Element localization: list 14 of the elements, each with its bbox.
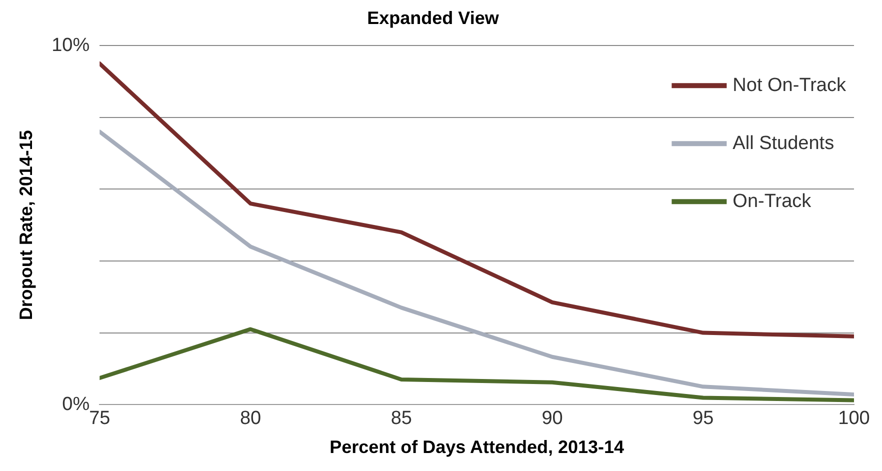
y-tick-label: 10%	[52, 34, 90, 56]
legend-label: All Students	[732, 132, 834, 154]
x-tick-label: 95	[692, 408, 714, 430]
x-tick-label: 85	[390, 408, 412, 430]
x-tick-label: 100	[838, 408, 870, 430]
legend-label: On-Track	[732, 190, 812, 212]
x-tick-label: 80	[240, 408, 262, 430]
y-axis-title: Dropout Rate, 2014-15	[16, 130, 36, 320]
chart-title: Expanded View	[367, 8, 500, 28]
x-tick-label: 90	[542, 408, 563, 430]
legend-label: Not On-Track	[732, 74, 846, 96]
x-tick-label: 75	[89, 408, 110, 430]
x-axis-title: Percent of Days Attended, 2013-14	[330, 437, 624, 458]
y-tick-label: 0%	[62, 394, 90, 415]
